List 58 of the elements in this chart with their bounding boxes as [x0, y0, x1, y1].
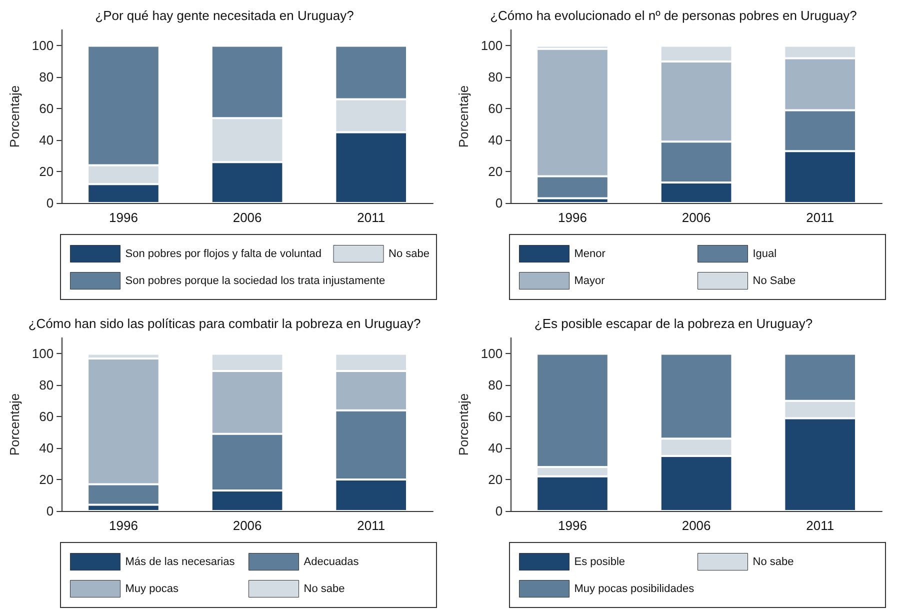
- y-tick-label: 20: [488, 164, 503, 180]
- legend-label: Son pobres porque la sociedad los trata injustamente: [125, 274, 386, 287]
- x-tick-label: 2011: [357, 210, 386, 225]
- y-tick-label: 80: [39, 378, 54, 393]
- x-tick-label: 1996: [558, 210, 587, 225]
- y-tick-label: 20: [39, 164, 54, 180]
- x-tick-label: 1996: [109, 518, 138, 533]
- chart-title: ¿Es posible escapar de la pobreza en Uruguay?: [534, 316, 813, 331]
- chart-title: ¿Cómo han sido las políticas para combatir la pobreza en Uruguay?: [28, 316, 421, 331]
- chart-title: ¿Por qué hay gente necesitada en Uruguay?: [95, 8, 354, 23]
- y-axis-title: Porcentaje: [7, 393, 22, 456]
- y-tick-label: 80: [488, 70, 503, 85]
- x-tick-label: 1996: [558, 518, 587, 533]
- legend-label: No sabe: [304, 582, 345, 595]
- x-tick-label: 2011: [806, 518, 834, 533]
- legend-label: Es posible: [574, 556, 626, 568]
- x-tick-label: 2006: [682, 210, 711, 225]
- x-tick-label: 1996: [109, 210, 138, 225]
- legend-label: No sabe: [752, 556, 794, 568]
- chart-title: ¿Cómo ha evolucionado el nº de personas pobres en Uruguay?: [490, 8, 857, 23]
- y-tick-label: 100: [32, 346, 54, 362]
- y-tick-label: 60: [39, 101, 54, 116]
- x-tick-label: 2006: [232, 210, 262, 225]
- legend-label: Muy pocas posibilidades: [574, 582, 695, 595]
- legend-label: Más de las necesarias: [125, 556, 236, 568]
- legend-label: Adecuadas: [304, 556, 360, 568]
- y-tick-label: 80: [488, 378, 503, 393]
- y-tick-label: 0: [495, 196, 503, 210]
- y-tick-label: 40: [39, 440, 54, 456]
- y-tick-label: 60: [488, 409, 503, 424]
- legend-label: No Sabe: [752, 274, 796, 287]
- x-tick-label: 2011: [806, 210, 834, 225]
- y-axis-title: Porcentaje: [456, 393, 471, 456]
- y-tick-label: 100: [32, 38, 54, 54]
- y-tick-label: 0: [46, 196, 54, 210]
- y-tick-label: 40: [488, 440, 503, 456]
- y-axis-title: Porcentaje: [456, 85, 471, 148]
- y-tick-label: 60: [39, 409, 54, 424]
- y-tick-label: 0: [46, 504, 54, 518]
- x-tick-label: 2011: [357, 518, 386, 533]
- y-axis-title: Porcentaje: [7, 85, 22, 148]
- legend-label: Menor: [574, 248, 606, 260]
- y-tick-label: 100: [480, 38, 503, 54]
- legend-label: Son pobres por flojos y falta de voluntad: [125, 248, 322, 260]
- y-tick-label: 0: [495, 504, 503, 518]
- legend-label: Mayor: [574, 274, 606, 287]
- legend-label: Muy pocas: [125, 582, 179, 595]
- x-tick-label: 2006: [232, 518, 262, 533]
- y-tick-label: 40: [39, 132, 54, 148]
- y-tick-label: 40: [488, 132, 503, 148]
- x-tick-label: 2006: [682, 518, 711, 533]
- y-tick-label: 100: [480, 346, 503, 362]
- y-tick-label: 60: [488, 101, 503, 116]
- legend-label: Igual: [752, 248, 777, 260]
- y-tick-label: 80: [39, 70, 54, 85]
- y-tick-label: 20: [39, 472, 54, 488]
- legend-label: No sabe: [388, 248, 430, 260]
- y-tick-label: 20: [488, 472, 503, 488]
